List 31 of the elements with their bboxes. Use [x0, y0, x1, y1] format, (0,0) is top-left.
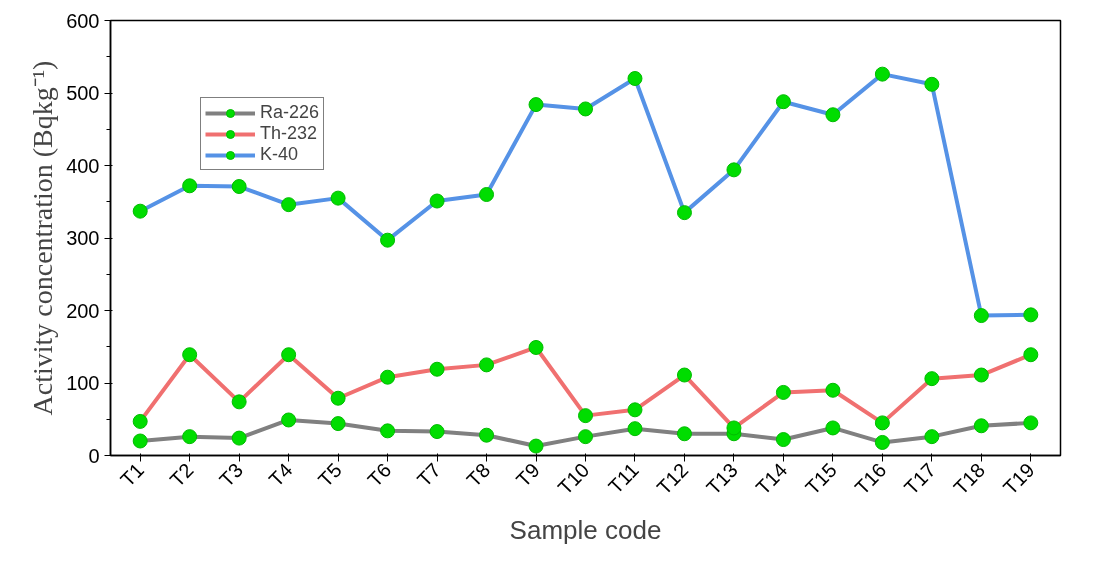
x-tick-label: T15 [800, 458, 841, 499]
x-tick-label: T5 [313, 458, 346, 491]
y-tick-label: 100 [66, 372, 100, 394]
x-tick-label: T19 [998, 458, 1039, 499]
y-tick-label: 300 [66, 227, 100, 249]
x-tick-label: T13 [702, 458, 742, 499]
legend-label: K-40 [260, 144, 299, 165]
x-tick-label: T6 [363, 458, 396, 491]
y-tick-label: 200 [66, 299, 100, 322]
x-tick-label: T18 [949, 458, 990, 499]
legend-label: Ra-226 [260, 102, 320, 123]
y-axis-title: Activity concentration (Bqkg⁻¹) [27, 60, 59, 416]
x-tick-label: T1 [116, 458, 149, 491]
x-tick-label: T16 [850, 458, 891, 499]
x-tick-label: T10 [553, 458, 594, 499]
x-tick-label: T4 [264, 458, 297, 491]
x-tick-label: T12 [652, 458, 693, 499]
x-tick-label: T17 [899, 458, 940, 499]
x-tick-label: T2 [165, 458, 198, 491]
y-tick-label: 0 [88, 444, 100, 467]
y-tick-label: 600 [66, 9, 100, 32]
legend-label: Th-232 [260, 123, 318, 144]
y-tick-label: 400 [66, 154, 100, 177]
x-tick-label: T8 [462, 458, 495, 491]
x-axis-title: Sample code [509, 514, 662, 545]
x-tick-label: T14 [751, 458, 792, 499]
x-tick-label: T3 [214, 458, 248, 491]
y-tick-label: 500 [66, 82, 100, 104]
x-tick-label: T7 [412, 458, 445, 491]
x-tick-label: T11 [604, 458, 643, 498]
x-tick-label: T9 [511, 458, 544, 491]
